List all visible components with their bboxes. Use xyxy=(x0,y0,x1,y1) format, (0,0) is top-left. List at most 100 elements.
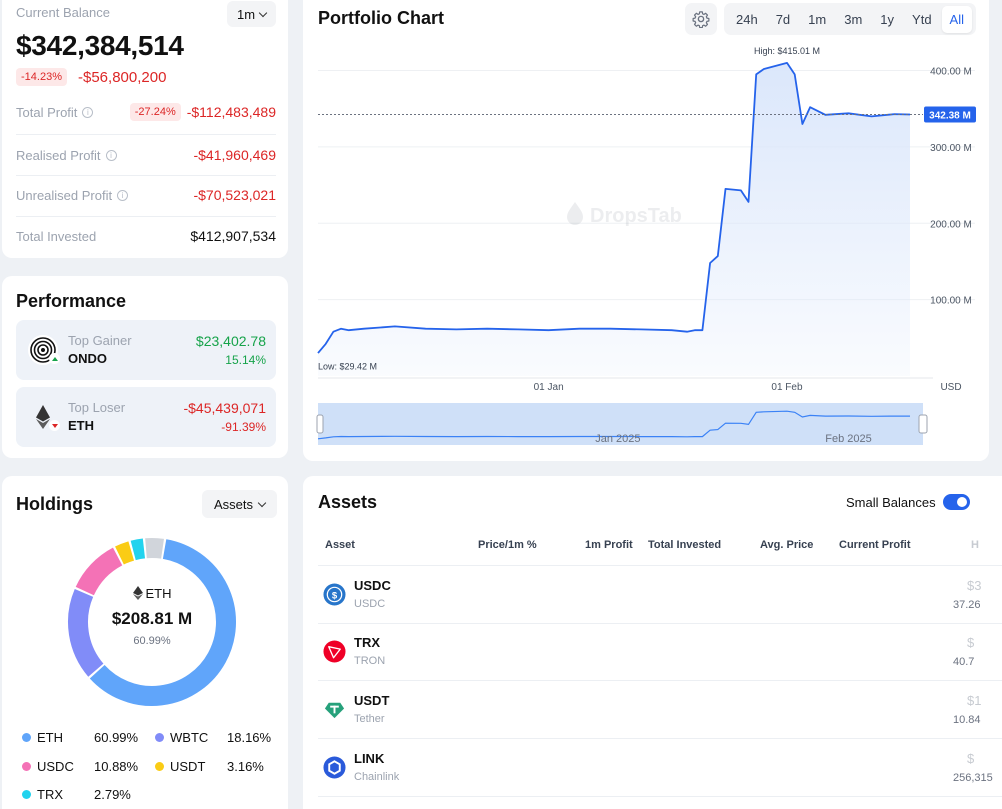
total-profit-pct: -27.24% xyxy=(129,103,181,121)
divider xyxy=(16,216,276,217)
range-tab-1m[interactable]: 1m xyxy=(808,11,827,27)
total-profit-label: Total Profit xyxy=(16,104,78,120)
legend-name: WBTC xyxy=(170,730,209,745)
donut-slice-usdc[interactable] xyxy=(75,547,123,596)
usdt-icon xyxy=(323,698,346,721)
chevron-down-icon xyxy=(257,498,267,507)
period-select[interactable]: 1m xyxy=(227,1,276,27)
period-value: 1m xyxy=(236,6,256,22)
top-loser-box[interactable]: Top Loser ETH -$45,439,071 -91.39% xyxy=(16,387,276,447)
portfolio-chart[interactable]: 400.00 M 300.00 M 200.00 M 100.00 M DropsTab… xyxy=(303,40,989,450)
top-gainer-amount: $23,402.78 xyxy=(195,333,266,349)
legend-name: USDC xyxy=(37,759,74,774)
portfolio-line xyxy=(317,62,911,354)
eth-icon xyxy=(132,586,143,600)
legend-item-usdt[interactable]: USDT 3.16% xyxy=(155,759,264,774)
current-value-label: 342.38 M xyxy=(929,111,971,122)
top-loser-label: Top Loser xyxy=(68,400,126,415)
balance-change-amount: -$56,800,200 xyxy=(78,69,167,86)
navigator-line xyxy=(317,410,910,440)
donut-slice-other[interactable] xyxy=(145,538,164,559)
donut-center-symbol: ETH xyxy=(92,586,212,601)
legend-name: ETH xyxy=(37,730,63,745)
high-label: High: $415.01 M xyxy=(754,46,820,56)
col-asset[interactable]: Asset xyxy=(325,539,355,551)
donut-slice-wbtc[interactable] xyxy=(68,588,104,677)
range-tab-7d[interactable]: 7d xyxy=(775,11,791,27)
legend-name: USDT xyxy=(170,759,206,774)
range-tab-ytd[interactable]: Ytd xyxy=(912,11,932,27)
realised-profit-value: -$41,960,469 xyxy=(193,147,276,163)
col-holdings[interactable]: H xyxy=(971,539,979,551)
y-tick-label: 100.00 M xyxy=(930,296,972,307)
info-icon[interactable]: i xyxy=(82,106,94,118)
holdings-cell: $256,315 xyxy=(953,751,993,784)
navigator-label: Jan 2025 xyxy=(595,433,640,445)
range-navigator[interactable]: Jan 2025 Feb 2025 xyxy=(316,403,928,445)
assets-select[interactable]: Assets xyxy=(202,490,277,518)
legend-dot xyxy=(22,790,31,799)
holdings-donut[interactable] xyxy=(62,532,242,712)
performance-card: Performance Top Gainer ONDO $23,402.78 1… xyxy=(2,276,288,458)
y-tick-label: 200.00 M xyxy=(930,219,972,230)
donut-slice-usdt[interactable] xyxy=(115,541,135,565)
total-invested-row: Total Invested $412,907,534 xyxy=(16,216,276,256)
info-icon[interactable]: i xyxy=(117,189,129,201)
holdings-card: Holdings Assets ETH $208.81 M 60.99% ETH… xyxy=(2,476,288,809)
link-icon xyxy=(323,756,346,779)
balance-label: Current Balance xyxy=(16,5,110,20)
donut-center: ETH $208.81 M 60.99% xyxy=(92,586,212,647)
assets-select-value: Assets xyxy=(213,496,253,512)
low-label: Low: $29.42 M xyxy=(318,362,377,372)
navigator-handle-right[interactable] xyxy=(918,414,928,434)
donut-center-value: $208.81 M xyxy=(111,609,193,628)
y-tick-label: 400.00 M xyxy=(930,67,972,78)
assets-title: Assets xyxy=(318,492,378,512)
assets-card: Assets Small Balances Asset Price/1m % 1… xyxy=(303,476,1002,809)
svg-text:$: $ xyxy=(332,590,338,601)
navigator-handle-left[interactable] xyxy=(316,414,324,434)
asset-symbol: TRX xyxy=(354,635,380,650)
legend-item-eth[interactable]: ETH 60.99% xyxy=(22,730,138,745)
usdc-icon: $ xyxy=(323,583,346,606)
donut-slice-eth[interactable] xyxy=(89,539,236,706)
current-value-badge xyxy=(924,106,976,123)
legend-item-wbtc[interactable]: WBTC 18.16% xyxy=(155,730,271,745)
range-tab-1y[interactable]: 1y xyxy=(880,11,895,27)
donut-slice-trx[interactable] xyxy=(130,538,146,561)
asset-name: Tether xyxy=(354,713,385,725)
range-tab-all[interactable]: All xyxy=(941,5,972,33)
settings-button[interactable] xyxy=(685,3,717,35)
range-tab-24h[interactable]: 24h xyxy=(736,11,758,27)
col-avg-price[interactable]: Avg. Price xyxy=(760,539,814,551)
top-loser-amount: -$45,439,071 xyxy=(183,400,266,416)
top-gainer-label: Top Gainer xyxy=(68,333,132,348)
holdings-value: $ xyxy=(967,751,975,766)
legend-dot xyxy=(22,762,31,771)
asset-symbol: LINK xyxy=(354,751,385,766)
col-current-profit[interactable]: Current Profit xyxy=(839,539,911,551)
watermark-text: DropsTab xyxy=(590,205,682,227)
col-1m-profit[interactable]: 1m Profit xyxy=(585,539,633,551)
x-tick-label: 01 Jan xyxy=(534,382,564,393)
col-price[interactable]: Price/1m % xyxy=(478,539,537,551)
top-gainer-box[interactable]: Top Gainer ONDO $23,402.78 15.14% xyxy=(16,320,276,380)
legend-item-trx[interactable]: TRX 2.79% xyxy=(22,787,131,802)
holdings-amount: 40.7 xyxy=(953,656,975,668)
unrealised-profit-value: -$70,523,021 xyxy=(193,187,276,203)
col-total-invested[interactable]: Total Invested xyxy=(648,539,722,551)
legend-pct: 60.99% xyxy=(94,730,139,745)
holdings-amount: 37.26 xyxy=(953,599,981,611)
range-tab-3m[interactable]: 3m xyxy=(844,11,863,27)
legend-item-usdc[interactable]: USDC 10.88% xyxy=(22,759,138,774)
range-tabs: 24h 7d 1m 3m 1y Ytd All xyxy=(724,3,976,35)
info-icon[interactable]: i xyxy=(105,149,117,161)
donut-center-pct: 60.99% xyxy=(133,635,171,647)
trx-icon xyxy=(323,640,346,663)
small-balances-toggle[interactable] xyxy=(943,494,970,510)
legend-dot xyxy=(22,733,31,742)
x-tick-label: 01 Feb xyxy=(771,382,803,393)
holdings-title: Holdings xyxy=(16,494,93,514)
top-gainer-pct: 15.14% xyxy=(225,353,266,367)
realised-profit-row: Realised Profit i -$41,960,469 xyxy=(16,135,276,175)
